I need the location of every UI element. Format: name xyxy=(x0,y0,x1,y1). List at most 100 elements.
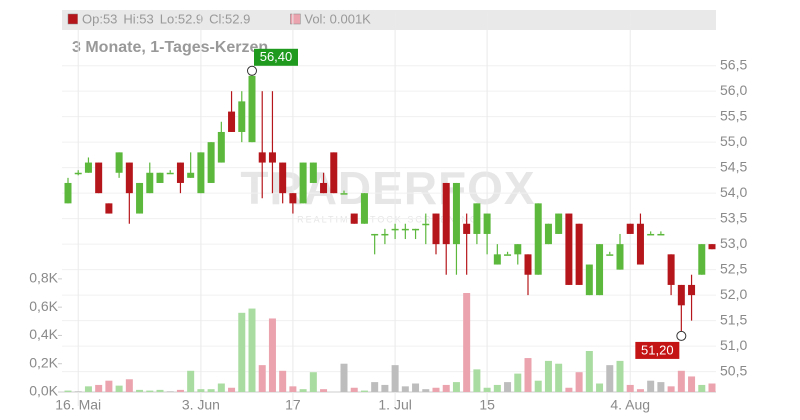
volume-bar xyxy=(258,365,266,392)
candle-body xyxy=(585,264,593,296)
candle-body xyxy=(371,233,379,236)
y-tick-label: 56,0 xyxy=(720,82,747,98)
candle-body xyxy=(187,172,195,178)
candle-body xyxy=(555,213,563,234)
y2-tick-label: 0,8K xyxy=(29,270,58,286)
candle-body xyxy=(268,152,276,163)
volume-bar xyxy=(677,370,685,392)
candle-body xyxy=(636,223,644,265)
volume-bar xyxy=(483,387,491,392)
volume-bar xyxy=(320,389,328,392)
y2-tick-label: 0,4K xyxy=(29,326,58,342)
volume-bar xyxy=(575,372,583,392)
candle-body xyxy=(534,203,542,275)
candle-body xyxy=(677,284,685,306)
volume-bar xyxy=(401,386,409,392)
candle-body xyxy=(514,244,522,255)
candle-body xyxy=(483,213,491,234)
volume-bar xyxy=(350,387,358,392)
volume-bar xyxy=(473,369,481,392)
candle-body xyxy=(330,152,338,194)
volume-bar xyxy=(514,373,522,392)
candle-body xyxy=(524,254,532,275)
candle-body xyxy=(217,131,225,163)
candle-body xyxy=(156,172,164,183)
volume-bar xyxy=(412,383,420,392)
volume-bar xyxy=(708,383,716,392)
candle-body xyxy=(442,182,450,245)
annotation-label: 56,40 xyxy=(260,49,293,64)
volume-bar xyxy=(248,308,256,392)
candle-body xyxy=(452,182,460,245)
candle-body xyxy=(248,75,256,143)
candle-body xyxy=(238,101,246,132)
volume-bar xyxy=(667,386,675,392)
volume-bar xyxy=(238,312,246,392)
volume-bar xyxy=(268,318,276,392)
volume-bar xyxy=(626,384,634,392)
header-text: Vol: 0.001K xyxy=(304,11,371,26)
candle-body xyxy=(258,152,266,163)
candle-body xyxy=(463,223,471,234)
volume-bar xyxy=(289,386,297,392)
candle-body xyxy=(228,111,236,132)
candle-body xyxy=(299,162,307,204)
volume-bar xyxy=(565,387,573,392)
candle-body xyxy=(350,213,358,224)
volume-bar xyxy=(381,384,389,392)
volume-bar xyxy=(187,370,195,392)
y-tick-label: 56,5 xyxy=(720,56,747,72)
candle-body xyxy=(289,193,297,204)
candle-body xyxy=(84,162,92,173)
x-tick-label: 17 xyxy=(285,397,301,413)
candle-body xyxy=(309,162,317,183)
candle-body xyxy=(125,162,133,194)
volume-bar xyxy=(105,380,113,392)
x-tick-label: 4. Aug xyxy=(610,397,650,413)
y-tick-label: 51,0 xyxy=(720,337,747,353)
header-text: Op:53 xyxy=(82,11,117,26)
candle-body xyxy=(360,193,368,224)
volume-bar xyxy=(74,391,82,392)
annotation-marker xyxy=(676,330,687,341)
volume-bar xyxy=(596,383,604,392)
candle-body xyxy=(136,182,144,214)
y-tick-label: 52,5 xyxy=(720,260,747,276)
y-tick-label: 55,0 xyxy=(720,133,747,149)
candle-body xyxy=(320,182,328,194)
volume-bar xyxy=(95,384,103,392)
volume-bar xyxy=(636,389,644,392)
candle-body xyxy=(391,228,399,231)
candle-body xyxy=(105,203,113,214)
header-text: Hi:53 xyxy=(123,11,153,26)
candle-body xyxy=(493,254,501,265)
candle-body xyxy=(401,228,409,231)
volume-bar xyxy=(452,382,460,392)
annotation-box xyxy=(635,341,680,359)
volume-bar xyxy=(463,293,471,392)
y2-tick-label: 0,6K xyxy=(29,298,58,314)
candle-body xyxy=(596,244,604,296)
candle-body xyxy=(95,162,103,194)
volume-bar xyxy=(616,360,624,392)
legend-swatch xyxy=(290,13,301,25)
candle-body xyxy=(412,228,420,231)
volume-bar xyxy=(309,372,317,392)
x-tick-label: 16. Mai xyxy=(55,397,101,413)
candle-body xyxy=(340,193,348,195)
y-tick-label: 51,5 xyxy=(720,311,747,327)
volume-bar xyxy=(647,380,655,392)
volume-bar xyxy=(432,387,440,392)
candle-body xyxy=(688,284,696,296)
volume-bar xyxy=(688,376,696,392)
watermark-sub: REALTIME STOCK SCREENING xyxy=(297,214,479,224)
volume-bar xyxy=(279,370,287,392)
volume-bar xyxy=(166,391,174,392)
volume-bar xyxy=(84,386,92,392)
candle-body xyxy=(667,254,675,285)
x-tick-label: 3. Jun xyxy=(182,397,220,413)
candle-body xyxy=(74,172,82,175)
y2-tick-label: 0,2K xyxy=(29,354,58,370)
candle-body xyxy=(166,172,174,175)
